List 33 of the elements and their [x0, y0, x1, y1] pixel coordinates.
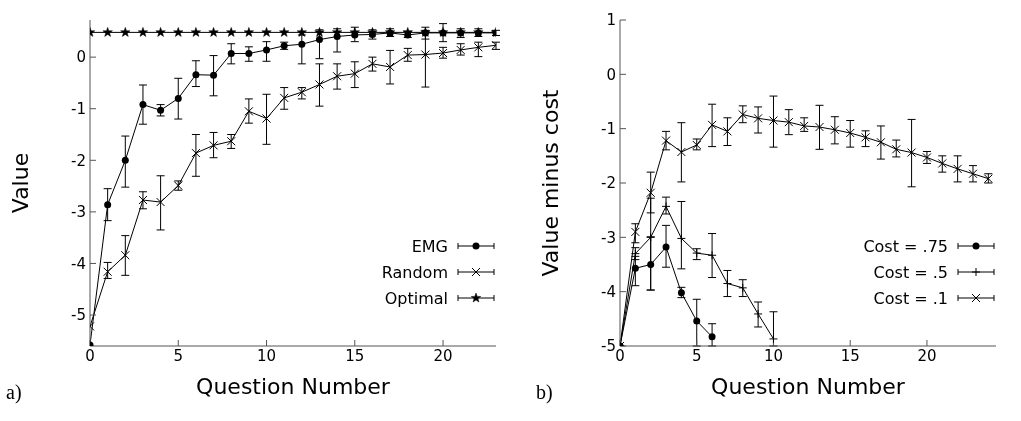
- y-tick-label: -1: [71, 100, 86, 119]
- text: b): [536, 381, 553, 404]
- y-tick-label: -4: [71, 254, 86, 273]
- y-tick-label: 1: [606, 11, 616, 30]
- y-axis-title: Value minus cost: [537, 89, 563, 277]
- y-tick-label: -2: [601, 174, 616, 193]
- x-tick-label: 20: [917, 346, 937, 365]
- legend-label: EMG: [411, 236, 448, 256]
- y-tick-label: -4: [601, 282, 616, 301]
- y-tick-label: -5: [71, 306, 86, 325]
- legend-label: Cost = .75: [863, 236, 948, 256]
- text: a): [6, 381, 22, 404]
- x-tick-label: 15: [345, 346, 365, 365]
- x-tick-label: 5: [173, 346, 184, 365]
- x-tick-label: 10: [763, 346, 784, 365]
- legend-label: Cost = .5: [873, 262, 948, 282]
- x-tick-label: 5: [691, 346, 702, 365]
- x-axis-title: Question Number: [711, 374, 906, 399]
- x-axis-title: Question Number: [196, 374, 391, 399]
- y-tick-label: 0: [76, 48, 86, 67]
- y-tick-label: -2: [71, 151, 86, 170]
- y-tick-label: -3: [71, 203, 86, 222]
- legend-label: Random: [381, 262, 448, 282]
- x-tick-label: 10: [256, 346, 277, 365]
- legend-label: Cost = .1: [873, 288, 948, 308]
- x-tick-label: 20: [433, 346, 453, 365]
- y-tick-label: 0: [606, 65, 616, 84]
- y-tick-label: -3: [601, 228, 616, 247]
- y-tick-label: -1: [601, 119, 616, 138]
- legend-label: Optimal: [384, 288, 448, 308]
- y-axis-title: Value: [7, 152, 33, 214]
- y-tick-label: -5: [601, 337, 616, 356]
- x-tick-label: 15: [840, 346, 860, 365]
